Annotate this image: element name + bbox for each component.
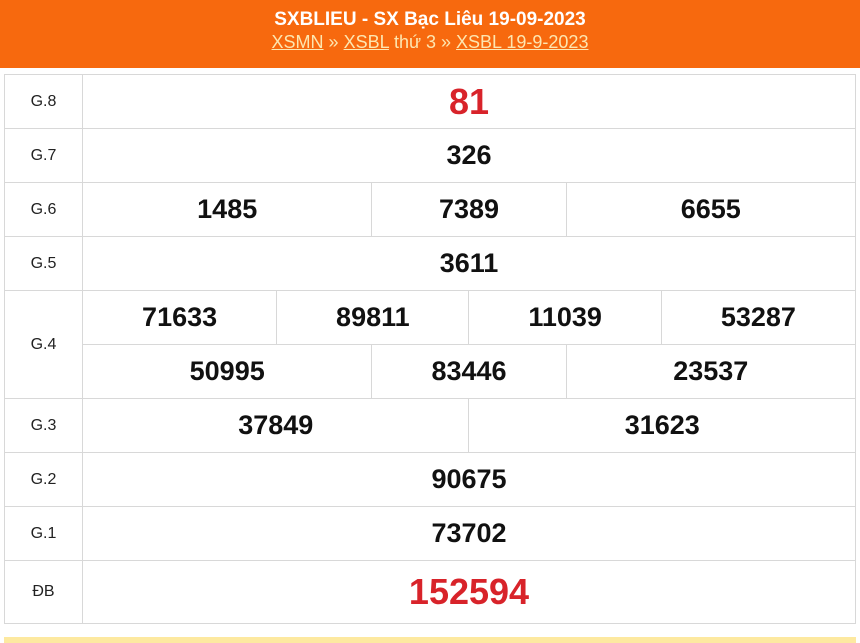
prize-number: 83446 (371, 344, 567, 399)
prize-number: 31623 (468, 398, 856, 453)
prize-label: G.6 (4, 182, 83, 237)
special-prize-number: 152594 (82, 560, 856, 624)
prize-label: G.2 (4, 452, 83, 507)
prize-number: 37849 (81, 398, 470, 453)
page-header: SXBLIEU - SX Bạc Liêu 19-09-2023 XSMN » … (0, 0, 860, 68)
prize-label: G.5 (4, 236, 83, 291)
prize-number: 71633 (81, 290, 278, 345)
prize-label: G.7 (4, 128, 83, 183)
prize-row-g7: G.7 326 (4, 128, 856, 183)
prize-row-g5: G.5 3611 (4, 236, 856, 291)
prize-row-g1: G.1 73702 (4, 506, 856, 561)
prize-number: 90675 (82, 452, 856, 507)
prize-number: 6655 (565, 182, 857, 237)
prize-number: 81 (82, 74, 856, 129)
breadcrumb-date-link[interactable]: XSBL 19-9-2023 (456, 32, 589, 52)
prize-row-g4-second: 50995 83446 23537 (5, 344, 857, 399)
prize-number: 326 (82, 128, 856, 183)
prize-number: 3611 (82, 236, 856, 291)
prize-label: G.8 (4, 74, 83, 129)
prize-number: 11039 (468, 290, 662, 345)
breadcrumb-separator: » (323, 32, 344, 52)
footer-strip (4, 637, 856, 643)
prize-row-g3: G.3 37849 31623 (4, 398, 856, 453)
breadcrumb-xsbl-link[interactable]: XSBL (343, 32, 389, 52)
prize-row-g8: G.8 81 (4, 74, 856, 129)
prize-number: 53287 (660, 290, 857, 345)
prize-number: 23537 (565, 344, 857, 399)
prize-label: ĐB (4, 560, 83, 624)
prize-label: G.4 (4, 290, 83, 399)
prize-row-g6: G.6 1485 7389 6655 (4, 182, 857, 237)
breadcrumb: XSMN » XSBL thứ 3 » XSBL 19-9-2023 (0, 31, 860, 53)
results-table: G.8 81 G.7 326 G.6 1485 7389 6655 G.5 36… (4, 74, 857, 624)
breadcrumb-text: thứ 3 » (388, 32, 457, 52)
page-title: SXBLIEU - SX Bạc Liêu 19-09-2023 (274, 9, 586, 30)
prize-number: 89811 (276, 290, 470, 345)
prize-row-special: ĐB 152594 (4, 560, 856, 624)
breadcrumb-xsmn-link[interactable]: XSMN (271, 32, 324, 52)
prize-number: 73702 (82, 506, 856, 561)
prize-number: 7389 (371, 182, 567, 237)
prize-label: G.1 (4, 506, 83, 561)
prize-row-g2: G.2 90675 (4, 452, 856, 507)
prize-number: 50995 (81, 344, 373, 399)
prize-label: G.3 (4, 398, 83, 453)
prize-number: 1485 (81, 182, 373, 237)
prize-row-g4: G.4 71633 89811 11039 53287 (4, 290, 857, 399)
